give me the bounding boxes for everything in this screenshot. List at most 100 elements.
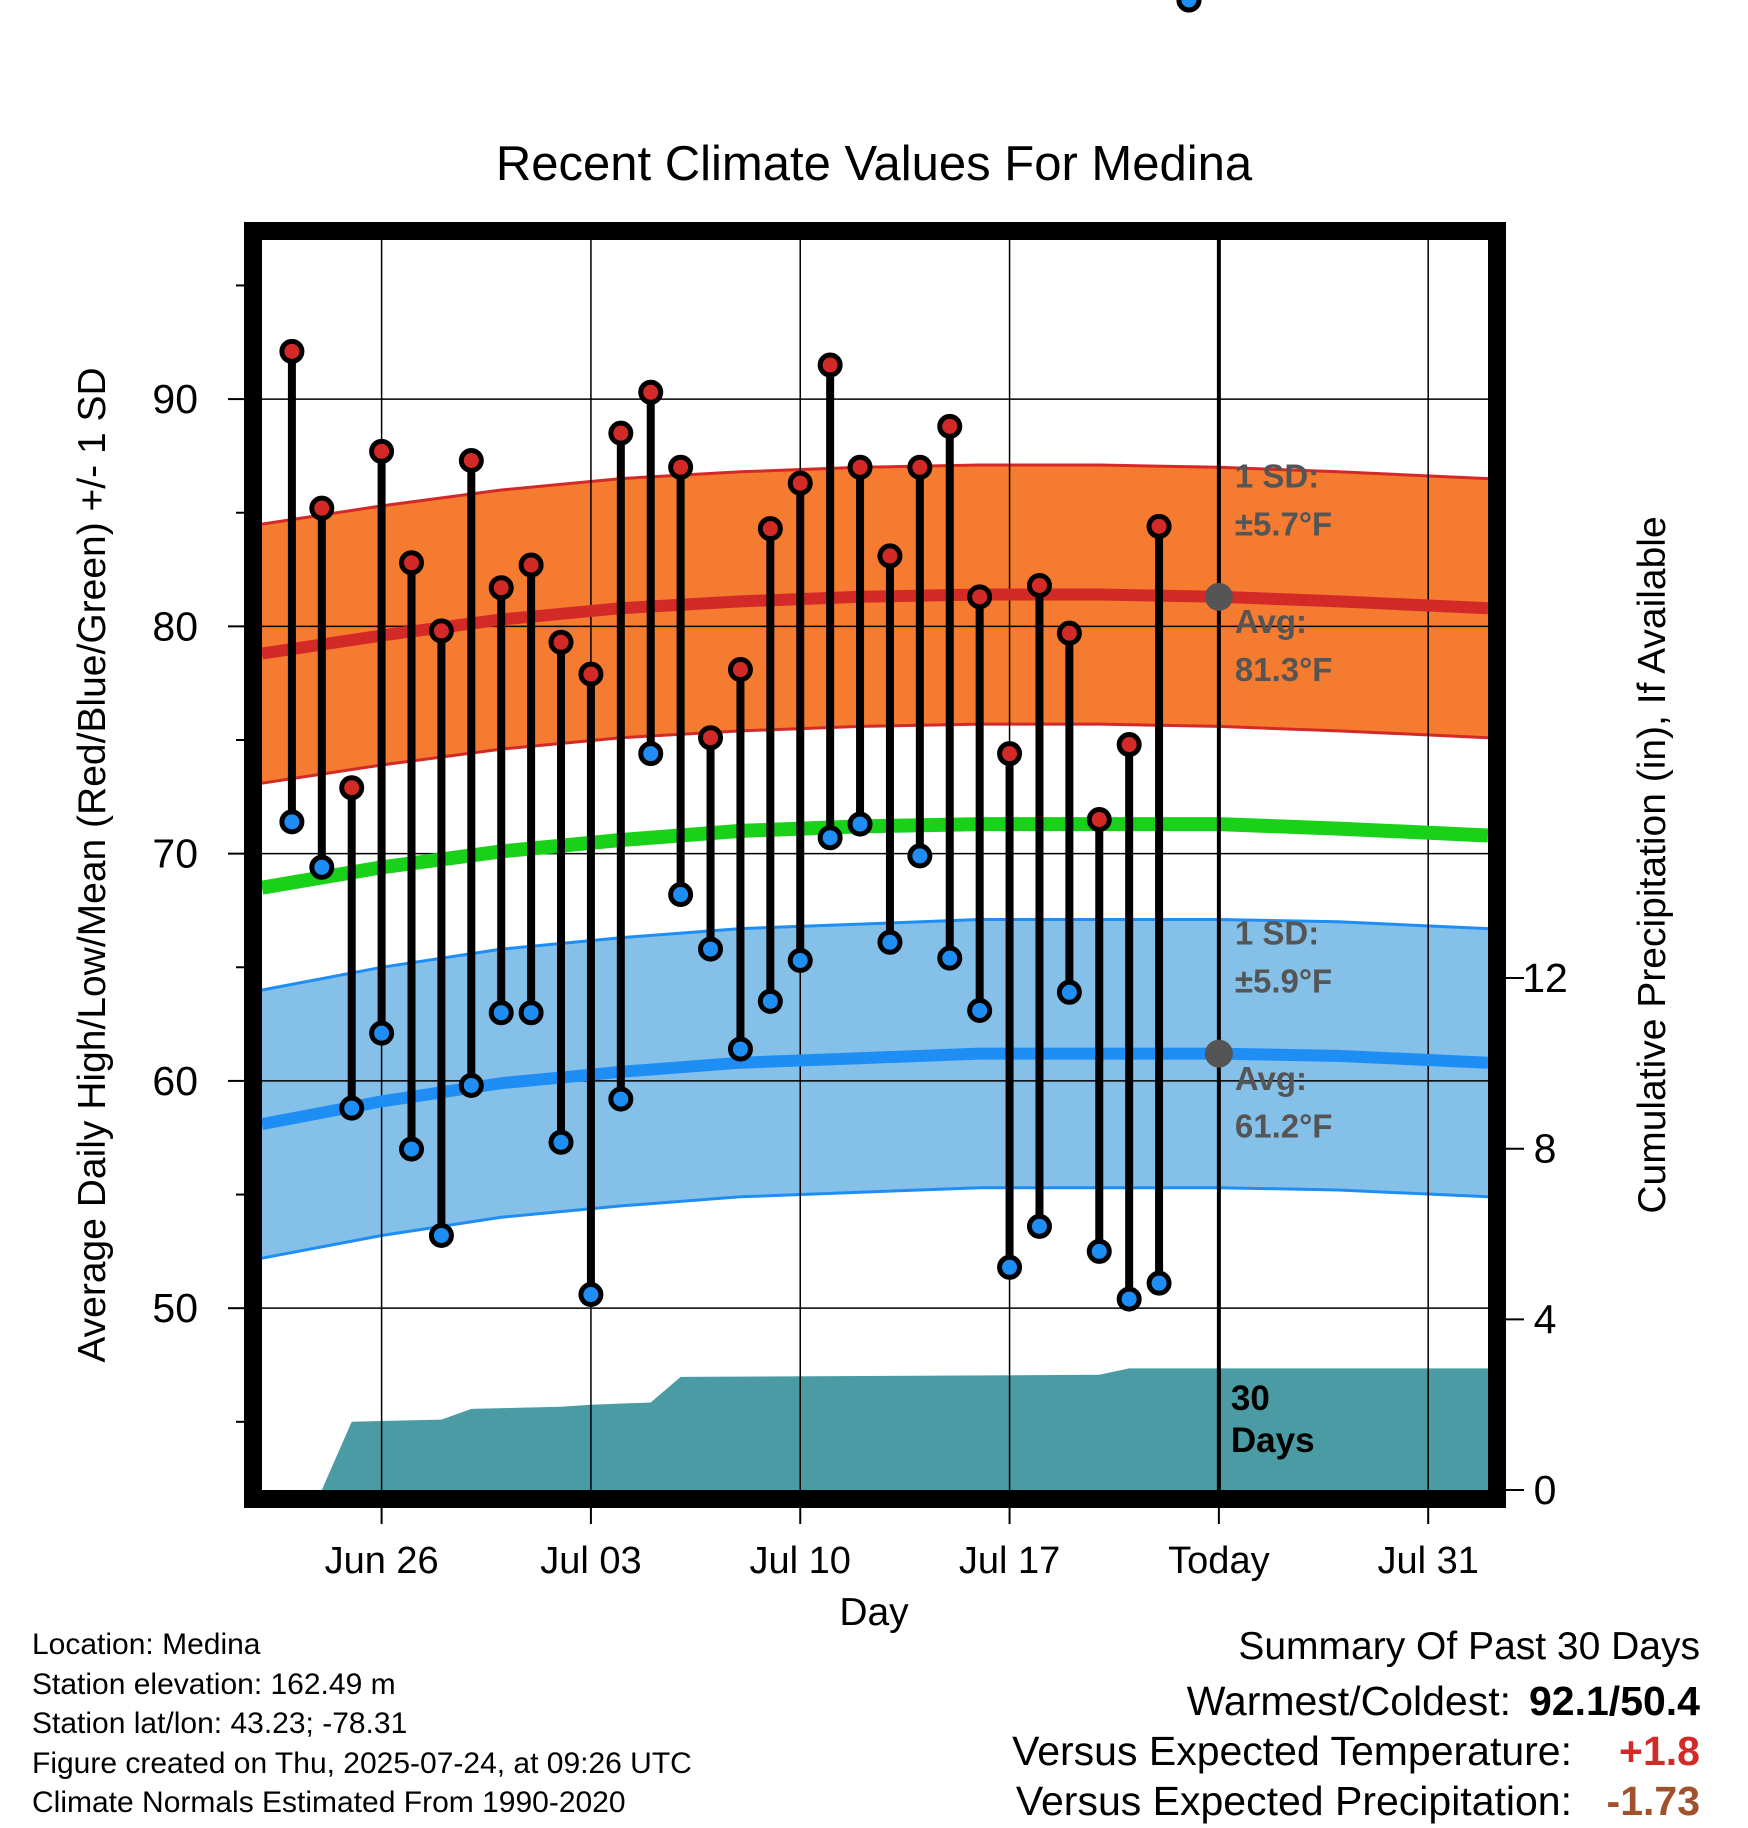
daily-high-marker (608, 420, 634, 446)
x-tick-label: Jul 10 (750, 1540, 851, 1582)
precip-departure-value: -1.73 (1606, 1778, 1700, 1824)
daily-high-marker (1146, 513, 1172, 539)
x-tick-label: Jul 17 (959, 1540, 1060, 1582)
daily-low-marker (518, 1000, 544, 1026)
location-text: Location: Medina (32, 1628, 261, 1661)
station-info: Location: Medina Station elevation: 162.… (32, 1625, 692, 1823)
daily-high-marker (279, 338, 305, 364)
x-tick-label: Jun 26 (325, 1540, 439, 1582)
daily-high-marker (757, 516, 783, 542)
daily-high-marker (458, 447, 484, 473)
y2-tick-label: 8 (1534, 1126, 1557, 1172)
y-tick-label: 80 (152, 603, 198, 649)
daily-low-marker (578, 1282, 604, 1308)
daily-low-marker (1086, 1238, 1112, 1264)
plot-frame (244, 222, 1506, 1508)
daily-low-marker (847, 811, 873, 837)
high-sd-band (262, 465, 1488, 784)
low-sd-label: 1 SD: (1235, 915, 1319, 952)
daily-high-marker (847, 454, 873, 480)
daily-high-marker (997, 741, 1023, 767)
daily-high-marker (399, 550, 425, 576)
low-sd-value: ±5.9°F (1235, 962, 1332, 999)
daily-high-marker (309, 495, 335, 521)
low-avg-label: Avg: (1235, 1060, 1307, 1097)
daily-low-marker (1146, 1270, 1172, 1296)
daily-high-marker (907, 454, 933, 480)
created-text: Figure created on Thu, 2025-07-24, at 09… (32, 1746, 692, 1780)
daily-low-marker (997, 1254, 1023, 1280)
daily-low-marker (937, 945, 963, 971)
daily-high-marker (967, 584, 993, 610)
daily-high-marker (1026, 572, 1052, 598)
today-avg-high-marker (1204, 582, 1233, 611)
daily-low-marker (817, 825, 843, 851)
daily-low-marker (488, 1000, 514, 1026)
daily-low-marker (399, 1136, 425, 1162)
high-avg-value: 81.3°F (1235, 651, 1333, 688)
daily-low-marker (428, 1222, 454, 1248)
daily-high-marker (698, 725, 724, 751)
summary-panel: Summary Of Past 30 Days Warmest/Coldest:… (1012, 1622, 1700, 1826)
daily-high-marker (488, 575, 514, 601)
daily-low-marker (757, 988, 783, 1014)
warm-cold-value: 92.1/50.4 (1529, 1678, 1700, 1724)
warm-cold-row: Warmest/Coldest: 92.1/50.4 (1012, 1676, 1700, 1726)
daily-low-marker (668, 882, 694, 908)
daily-high-marker (428, 618, 454, 644)
x-tick-label: Jul 31 (1377, 1540, 1478, 1582)
daily-high-marker (937, 413, 963, 439)
low-sd-band (262, 919, 1488, 1259)
y-tick-label: 60 (152, 1058, 198, 1104)
avg-mean-line (260, 817, 1489, 895)
daily-high-marker (877, 543, 903, 569)
daily-high-marker (1116, 732, 1142, 758)
daily-low-marker (1026, 1213, 1052, 1239)
x-tick-label: Today (1168, 1540, 1269, 1582)
daily-low-marker (727, 1036, 753, 1062)
daily-low-marker (1056, 979, 1082, 1005)
daily-high-marker (817, 352, 843, 378)
daily-low-marker (877, 929, 903, 955)
daily-low-marker (458, 1072, 484, 1098)
y-tick-label: 90 (152, 376, 198, 422)
daily-low-marker (1176, 0, 1202, 13)
temp-departure-value: +1.8 (1619, 1728, 1700, 1774)
precip-area (321, 1368, 1488, 1490)
y-axis-label: Average Daily High/Low/Mean (Red/Blue/Gr… (71, 367, 114, 1362)
high-sd-label: 1 SD: (1235, 458, 1319, 495)
daily-high-marker (1086, 807, 1112, 833)
daily-low-marker (339, 1095, 365, 1121)
period-unit: Days (1231, 1421, 1315, 1460)
daily-high-marker (1056, 620, 1082, 646)
low-avg-value: 61.2°F (1235, 1108, 1333, 1145)
x-axis-label: Day (839, 1591, 909, 1634)
low-sd-band-upper-edge (261, 918, 1489, 992)
high-avg-label: Avg: (1235, 603, 1307, 640)
daily-high-marker (668, 454, 694, 480)
daily-high-marker (548, 629, 574, 655)
daily-low-marker (608, 1086, 634, 1112)
daily-high-marker (369, 438, 395, 464)
daily-high-marker (518, 552, 544, 578)
temp-departure-label: Versus Expected Temperature: (1012, 1728, 1572, 1774)
daily-low-marker (638, 741, 664, 767)
daily-low-marker (548, 1129, 574, 1155)
warm-cold-label: Warmest/Coldest: (1186, 1678, 1511, 1724)
y2-axis-label: Cumulative Precipitation (in), If Availa… (1631, 516, 1674, 1213)
latlon-text: Station lat/lon: 43.23; -78.31 (32, 1707, 408, 1740)
y2-tick-label: 12 (1522, 955, 1568, 1001)
summary-title: Summary Of Past 30 Days (1238, 1625, 1700, 1668)
high-sd-value: ±5.7°F (1235, 505, 1332, 542)
daily-high-marker (787, 470, 813, 496)
y-tick-label: 70 (152, 831, 198, 877)
y2-tick-label: 4 (1534, 1296, 1557, 1342)
today-avg-low-marker (1204, 1039, 1233, 1068)
temp-departure-row: Versus Expected Temperature: +1.8 (1012, 1726, 1700, 1776)
daily-low-marker (787, 947, 813, 973)
daily-low-marker (309, 854, 335, 880)
precip-departure-row: Versus Expected Precipitation: -1.73 (1012, 1776, 1700, 1826)
elevation-text: Station elevation: 162.49 m (32, 1667, 396, 1701)
daily-low-marker (967, 997, 993, 1023)
